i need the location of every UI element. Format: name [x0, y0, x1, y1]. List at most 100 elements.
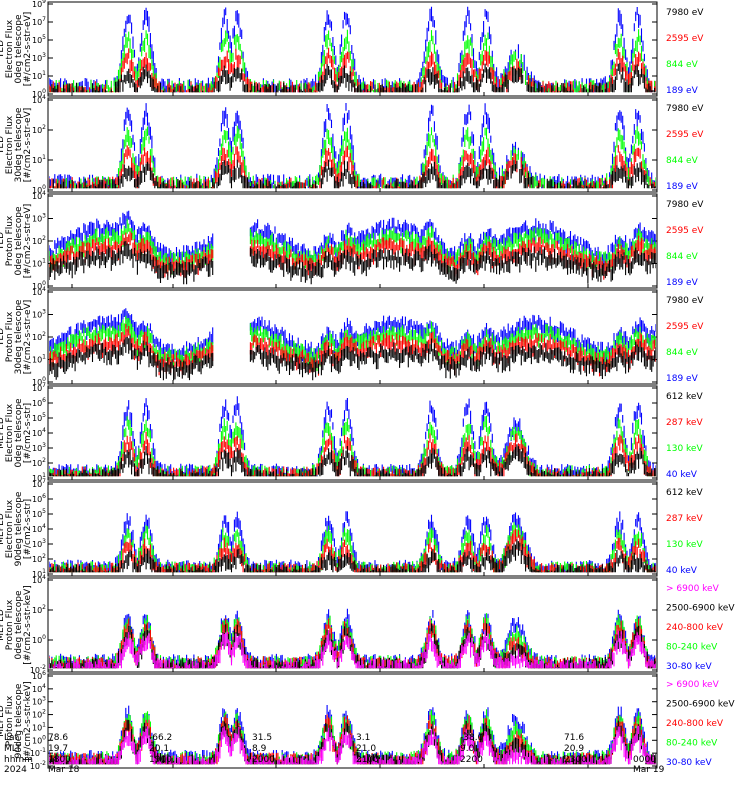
axis-hhmm-value: 1900: [149, 755, 172, 765]
y-tick-label: 10-2: [30, 664, 46, 675]
y-axis-label-line: [#/cm2-s-str]: [23, 499, 33, 559]
y-tick-label: 104: [32, 286, 46, 297]
axis-row-label: hhmm: [4, 755, 33, 765]
panel-frame: [47, 577, 658, 673]
y-axis-label-line: [#/cm2-s-str-eV]: [23, 108, 33, 183]
flux-series-0: [49, 63, 656, 93]
y-axis-label-line: Proton Flux: [5, 311, 15, 362]
y-tick-label: 100: [32, 280, 46, 291]
y-axis-label-line: Proton Flux: [5, 695, 15, 746]
axis-mlt-value: 20.1: [149, 744, 169, 754]
legend-entry: 189 eV: [666, 374, 699, 384]
legend-entry: 844 eV: [666, 156, 699, 166]
y-axis-label-line: [#/cm2-s-str-keV]: [23, 585, 33, 664]
legend-entry: 80-240 keV: [666, 739, 718, 749]
axis-hhmm-value: 2100: [356, 755, 379, 765]
panel-5: 107 106 105 104 103 102 101 MEPED Electron Flux 0…: [0, 382, 703, 483]
legend-entry: 189 eV: [666, 182, 699, 192]
flux-series-0: [49, 539, 656, 573]
y-axis-label-line: Electron Flux: [5, 115, 15, 174]
y-tick-label: 105: [32, 508, 46, 519]
y-tick-label: 104: [32, 523, 46, 534]
flux-series-0: [49, 159, 656, 189]
y-tick-label: 102: [32, 457, 46, 468]
y-tick-label: 100: [32, 634, 46, 645]
axis-hhmm-value: 1800: [48, 755, 71, 765]
y-axis-label-line: [#/cm2-s-str-eV]: [23, 300, 33, 375]
y-tick-label: 10-2: [30, 760, 46, 771]
panel-frame: [47, 673, 658, 769]
axis-mlt-value: 19.7: [48, 744, 68, 754]
y-axis-label-line: 0deg telescope: [14, 206, 24, 276]
y-tick-label: 102: [32, 124, 46, 135]
y-tick-label: 107: [32, 382, 46, 393]
legend-entry: 189 eV: [666, 86, 699, 96]
legend-entry: 2595 eV: [666, 130, 704, 140]
panel-frame: [47, 1, 658, 97]
flux-traces: [49, 308, 656, 381]
y-tick-label: 103: [32, 52, 46, 63]
legend-entry: 844 eV: [666, 60, 699, 70]
y-tick-label: 101: [32, 354, 46, 365]
legend-entry: 844 eV: [666, 252, 699, 262]
legend-entry: 2595 eV: [666, 34, 704, 44]
y-tick-label: 103: [32, 213, 46, 224]
legend-entry: 7980 eV: [666, 296, 704, 306]
flux-series-0: [49, 335, 656, 381]
legend-entry: 240-800 keV: [666, 719, 724, 729]
legend-entry: > 6900 keV: [666, 584, 720, 594]
y-axis-label: MEPED Proton Flux 90deg telescope [#/cm2-s-…: [0, 681, 33, 760]
axis-row-label: MLT: [4, 744, 22, 754]
y-tick-label: 103: [32, 696, 46, 707]
flux-series-0: [49, 629, 656, 669]
y-tick-label: 107: [32, 16, 46, 27]
legend-entry: 2500-6900 keV: [666, 604, 735, 614]
legend-entry: 2595 eV: [666, 322, 704, 332]
legend-entry: 287 keV: [666, 418, 703, 428]
y-axis-label-line: Electron Flux: [5, 19, 15, 78]
y-tick-label: 103: [32, 309, 46, 320]
flux-series-0: [49, 444, 656, 477]
axis-mlt-value: 9.0: [460, 744, 475, 754]
y-axis-label: TED Electron Flux 30deg telescope [#/cm2-s-…: [0, 107, 33, 182]
y-tick-label: 101: [32, 721, 46, 732]
legend-entry: 2595 eV: [666, 226, 704, 236]
legend-entry: 844 eV: [666, 348, 699, 358]
flux-traces: [49, 396, 656, 477]
axis-hhmm-value: 2200: [460, 755, 483, 765]
flux-traces: [49, 210, 656, 285]
y-tick-label: 104: [32, 683, 46, 694]
legend-entry: 2500-6900 keV: [666, 700, 735, 710]
panel-4: 104 103 102 101 100 TED Proton Flux 30deg teles…: [0, 286, 704, 387]
y-axis-label-line: Proton Flux: [5, 215, 15, 266]
y-tick-label: 100: [32, 88, 46, 99]
y-tick-label: 106: [32, 670, 46, 681]
legend-entry: 612 keV: [666, 392, 703, 402]
flux-traces: [49, 6, 656, 93]
legend-entry: 612 keV: [666, 488, 703, 498]
y-tick-label: 106: [32, 493, 46, 504]
flux-traces: [49, 705, 656, 765]
axis-lat-value: 31.5: [252, 733, 272, 743]
y-tick-label: 104: [32, 190, 46, 201]
axis-lat-value: 78.6: [48, 733, 68, 743]
legend-entry: 7980 eV: [666, 104, 704, 114]
axis-lat-value: -38.0: [460, 733, 484, 743]
y-tick-label: 102: [32, 235, 46, 246]
y-axis-label-line: 0deg telescope: [14, 398, 24, 468]
axis-mlt-value: 8.9: [252, 744, 267, 754]
y-tick-label: 104: [32, 427, 46, 438]
y-axis-label-line: Electron Flux: [5, 403, 15, 462]
y-axis-label: MEPED Electron Flux 0deg telescope [#/cm2-s…: [0, 398, 33, 468]
y-tick-label: 102: [32, 553, 46, 564]
y-axis-label: TED Electron Flux 0deg telescope [#/cm2-s-s…: [0, 12, 33, 87]
y-axis-label-line: TED: [0, 328, 6, 347]
y-tick-label: 106: [32, 397, 46, 408]
axis-lat-value: 71.6: [564, 733, 584, 743]
axis-lat-value: -66.2: [149, 733, 172, 743]
y-tick-label: 101: [32, 568, 46, 579]
y-axis-label: MEPED Electron Flux 90deg telescope [#/cm2-…: [0, 491, 33, 566]
legend-entry: 30-80 keV: [666, 758, 712, 768]
